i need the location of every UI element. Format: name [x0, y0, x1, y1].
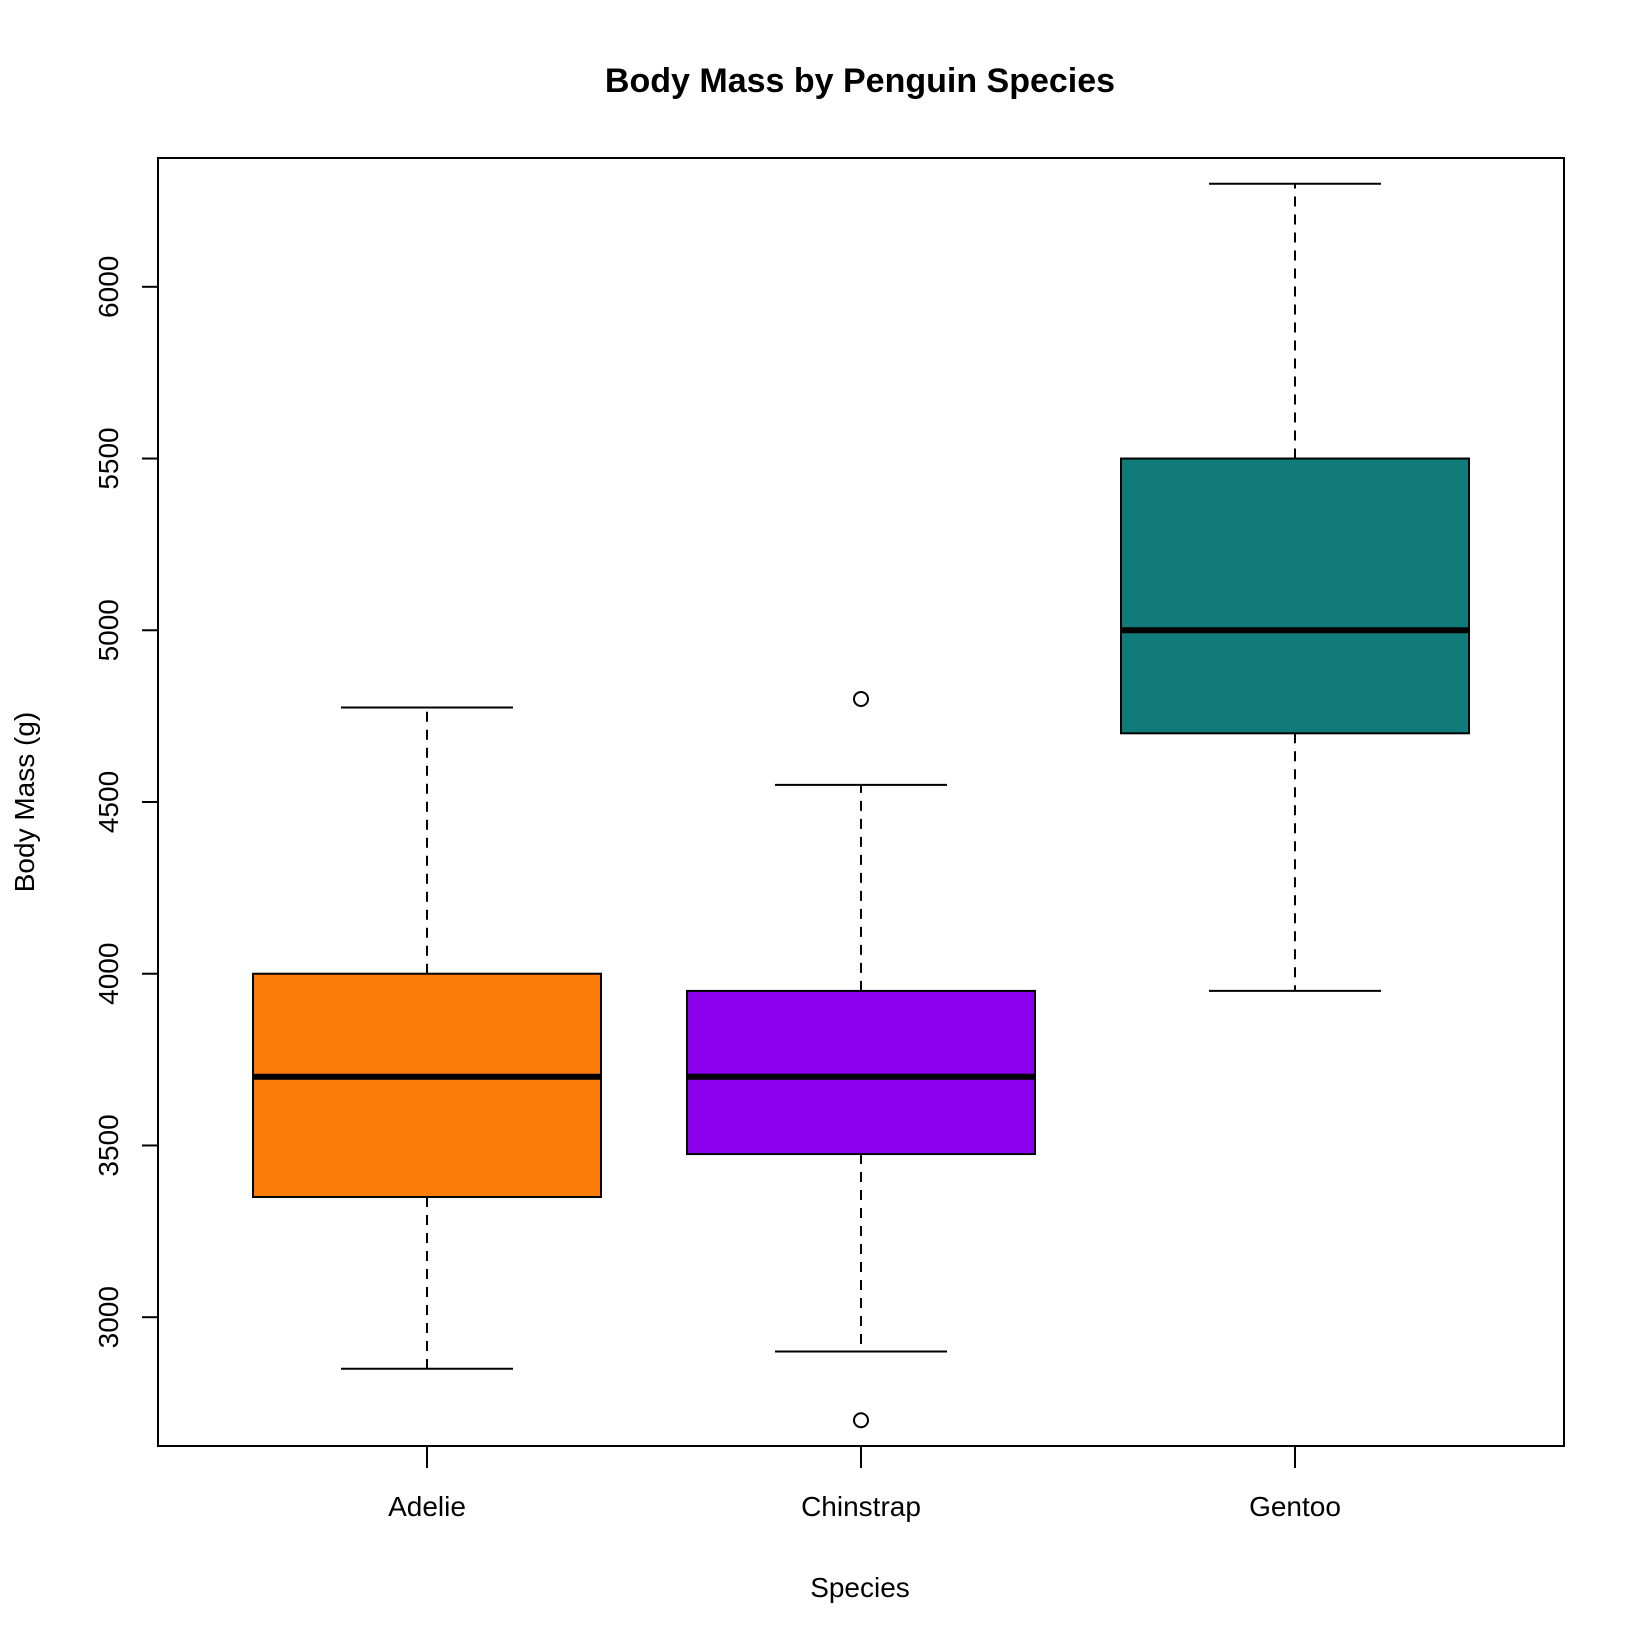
y-tick-label: 5500 [93, 427, 124, 489]
x-axis: Adelie Chinstrap Gentoo [388, 1446, 1341, 1522]
box-group-gentoo [1120, 182, 1470, 992]
chart-title: Body Mass by Penguin Species [605, 62, 1115, 100]
y-tick-label: 3000 [93, 1286, 124, 1348]
iqr-box [686, 989, 1036, 1156]
y-tick-label: 4000 [93, 943, 124, 1005]
outlier-point [853, 1412, 869, 1429]
iqr-box [1120, 457, 1470, 735]
box-group-adelie [252, 706, 602, 1370]
y-axis: 3000 3500 4000 4500 5000 5500 6000 [93, 256, 158, 1348]
x-axis-label: Species [810, 1572, 910, 1603]
outlier-point [853, 690, 869, 707]
y-tick-label: 6000 [93, 256, 124, 318]
x-tick-label: Gentoo [1249, 1491, 1341, 1522]
iqr-box [252, 972, 602, 1198]
y-axis-label: Body Mass (g) [9, 712, 40, 893]
boxes-layer [252, 182, 1470, 1429]
x-tick-label: Chinstrap [801, 1491, 921, 1522]
y-tick-label: 5000 [93, 599, 124, 661]
y-tick-label: 4500 [93, 771, 124, 833]
box-group-chinstrap [686, 690, 1036, 1429]
y-tick-label: 3500 [93, 1114, 124, 1176]
x-tick-label: Adelie [388, 1491, 466, 1522]
